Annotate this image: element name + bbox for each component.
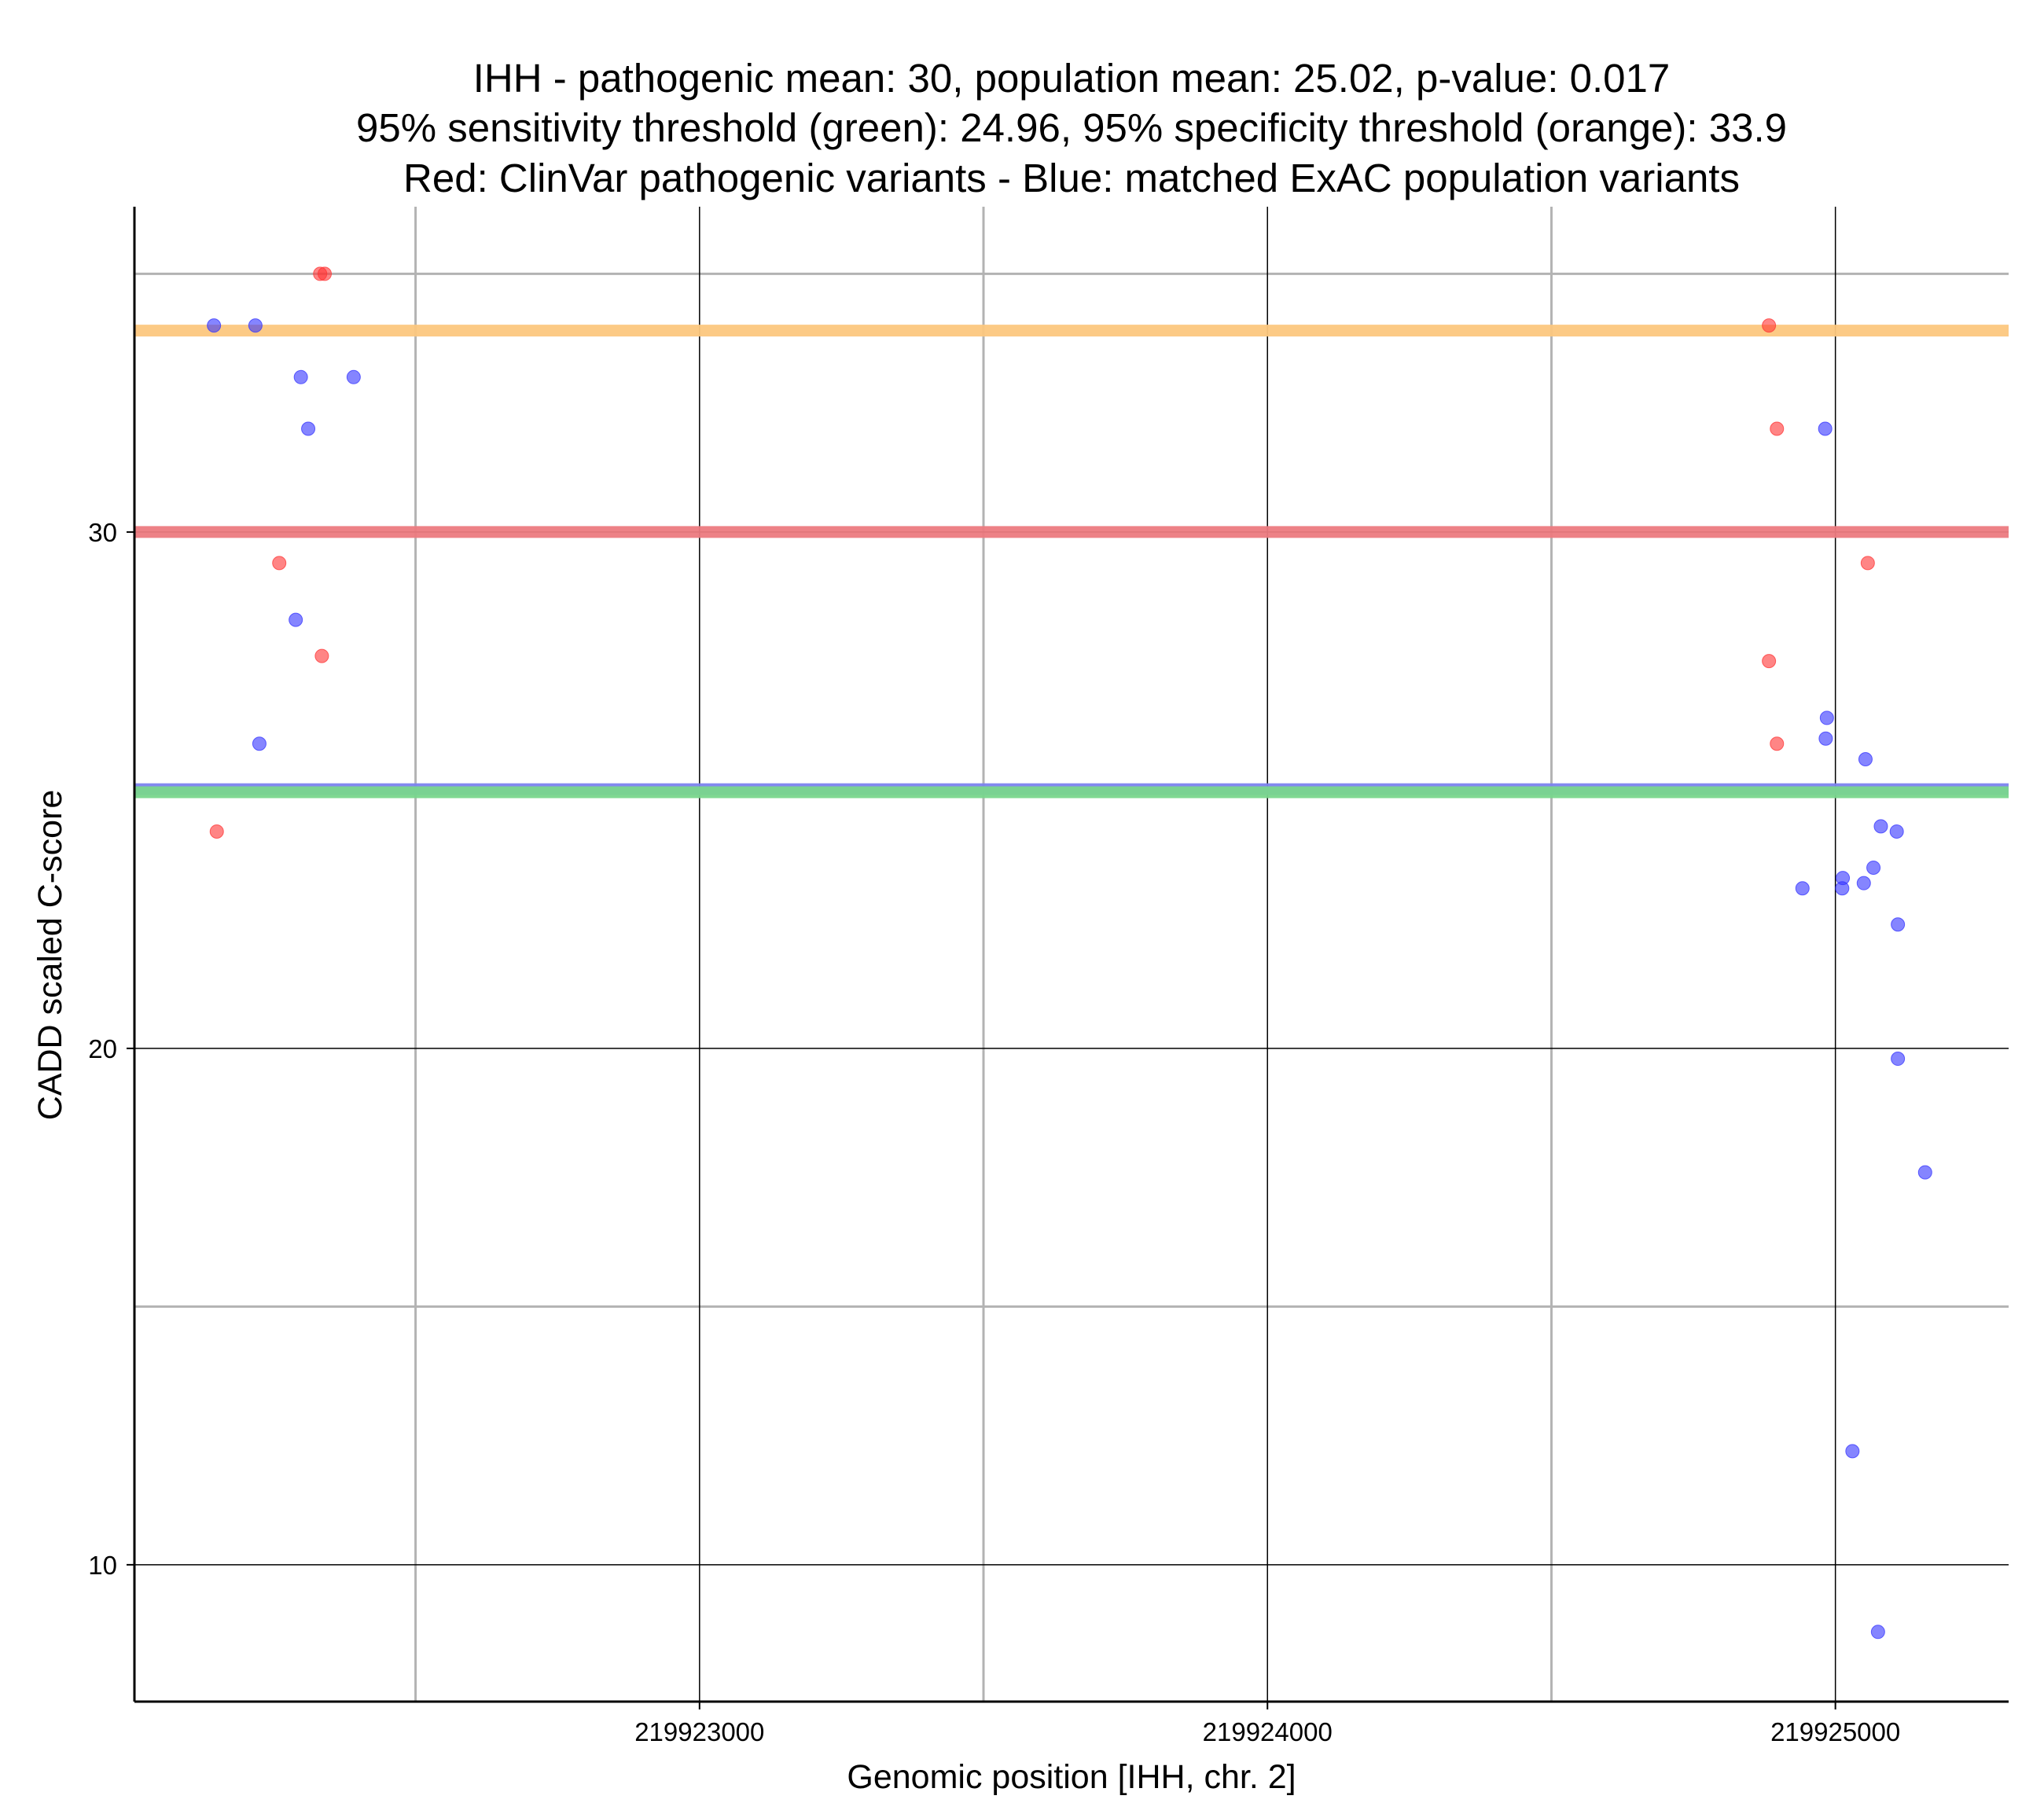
pathogenic-variant-point [318, 266, 333, 281]
population-variant-point [1917, 1165, 1932, 1180]
x-tick-label: 219924000 [1203, 1717, 1333, 1746]
pathogenic-variant-point [209, 824, 224, 839]
population-variant-point [293, 369, 308, 384]
population-variant-point [1818, 731, 1833, 746]
population-variant-point [1870, 1625, 1885, 1640]
population-variant-point [1835, 881, 1850, 896]
population-variant-point [289, 612, 303, 627]
pathogenic-variant-point [1762, 654, 1777, 669]
reference-lines [134, 325, 2009, 799]
population-variant-point [1866, 860, 1881, 875]
population-variant-point [1891, 1052, 1906, 1067]
y-tick-label: 10 [88, 1551, 117, 1580]
pathogenic-variant-point [1770, 736, 1785, 751]
population-variant-point [1891, 917, 1906, 932]
population-variant-point [1818, 421, 1833, 436]
population-variant-point [1889, 824, 1904, 839]
x-tick-label: 219925000 [1770, 1717, 1900, 1746]
y-tick-label: 20 [88, 1034, 117, 1063]
population-variant-point [248, 318, 263, 333]
chart-title-line-2: 95% sensitivity threshold (green): 24.96… [356, 105, 1787, 150]
population-variant-point [1845, 1444, 1860, 1459]
population-variant-point [346, 369, 361, 384]
population-variant-point [1873, 819, 1888, 834]
x-axis-title: Genomic position [IHH, chr. 2] [847, 1758, 1296, 1796]
population-variant-point [301, 421, 316, 436]
axes [133, 207, 2009, 1703]
data-points [207, 266, 1932, 1640]
pathogenic-variant-point [272, 556, 287, 571]
y-axis-title: CADD scaled C-score [31, 790, 69, 1121]
chart-title-line-3: Red: ClinVar pathogenic variants - Blue:… [403, 156, 1740, 200]
population-variant-point [1858, 751, 1873, 766]
population-variant-point [1795, 881, 1810, 896]
tick-labels: 219923000 219924000 219925000 10 20 30 [88, 518, 1900, 1746]
pathogenic-variant-point [314, 648, 329, 663]
population-variant-point [1856, 876, 1871, 890]
y-tick-label: 30 [88, 518, 117, 547]
population-variant-point [207, 318, 222, 333]
pathogenic-variant-point [1762, 318, 1777, 333]
pathogenic-variant-point [1860, 556, 1875, 571]
x-tick-label: 219923000 [634, 1717, 764, 1746]
pathogenic-variant-point [1770, 421, 1785, 436]
chart-title-line-1: IHH - pathogenic mean: 30, population me… [473, 56, 1671, 101]
chart-titles: IHH - pathogenic mean: 30, population me… [31, 56, 1787, 1796]
population-variant-point [252, 736, 267, 751]
population-variant-point [1819, 711, 1834, 725]
